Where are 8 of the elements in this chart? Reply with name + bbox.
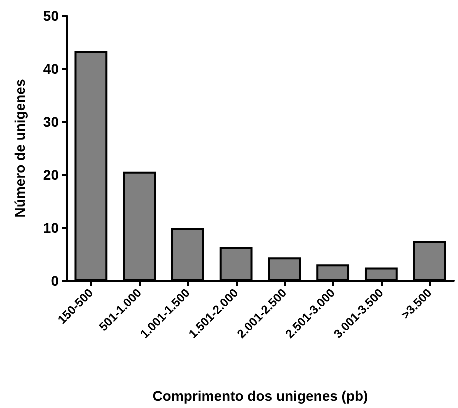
y-tick-label: 30 xyxy=(43,114,60,130)
y-tick-label: 0 xyxy=(51,273,60,289)
y-tick-label: 20 xyxy=(43,167,60,183)
x-axis-title: Comprimento dos unigenes (pb) xyxy=(152,388,368,404)
y-tick-label: 10 xyxy=(43,220,60,236)
y-tick-label: 50 xyxy=(43,8,60,24)
y-axis-title: Número de unigenes xyxy=(12,79,28,218)
y-tick-label: 40 xyxy=(43,61,60,77)
